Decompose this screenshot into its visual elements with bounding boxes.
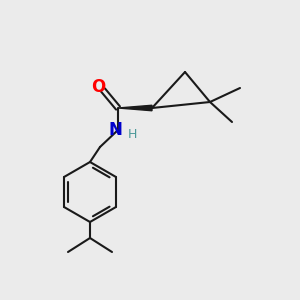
Text: O: O [91, 78, 105, 96]
Text: H: H [128, 128, 137, 142]
Text: N: N [108, 121, 122, 139]
Polygon shape [118, 105, 152, 111]
